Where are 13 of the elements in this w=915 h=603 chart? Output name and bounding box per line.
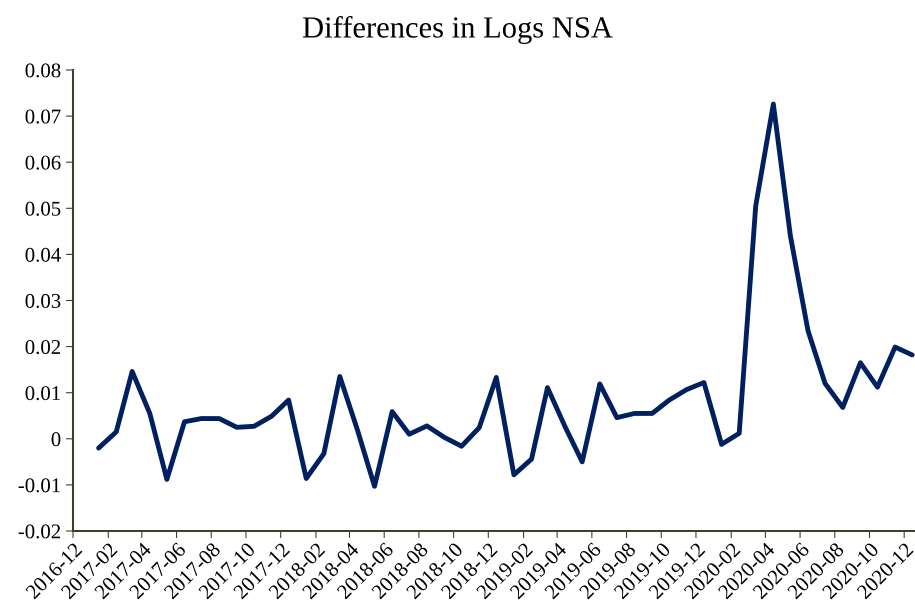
y-tick-label: -0.02	[18, 524, 60, 539]
y-tick-label: 0	[52, 432, 60, 446]
line-series	[96, 102, 915, 489]
y-tick-label: 0.05	[26, 202, 60, 216]
y-tick-label: 0.01	[26, 386, 60, 400]
chart-title: Differences in Logs NSA	[302, 16, 613, 44]
y-tick-label: 0.02	[26, 340, 60, 354]
y-tick-label: 0.08	[26, 63, 60, 78]
y-tick-label: 0.07	[26, 109, 61, 124]
y-tick-label: 0.06	[26, 156, 61, 170]
y-tick-label: 0.03	[26, 294, 60, 308]
y-tick-label: -0.01	[18, 478, 60, 492]
y-tick-label: 0.04	[26, 248, 61, 262]
